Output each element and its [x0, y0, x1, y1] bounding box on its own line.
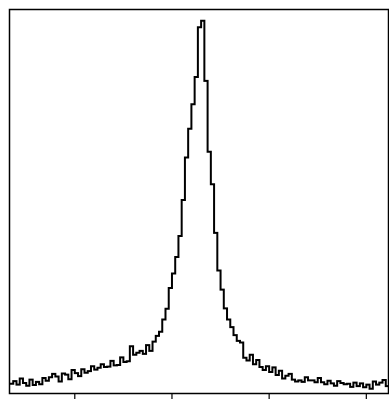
x-axis-ticks	[74, 393, 367, 399]
histogram-series-line	[10, 19, 389, 390]
plot-frame	[8, 8, 389, 395]
